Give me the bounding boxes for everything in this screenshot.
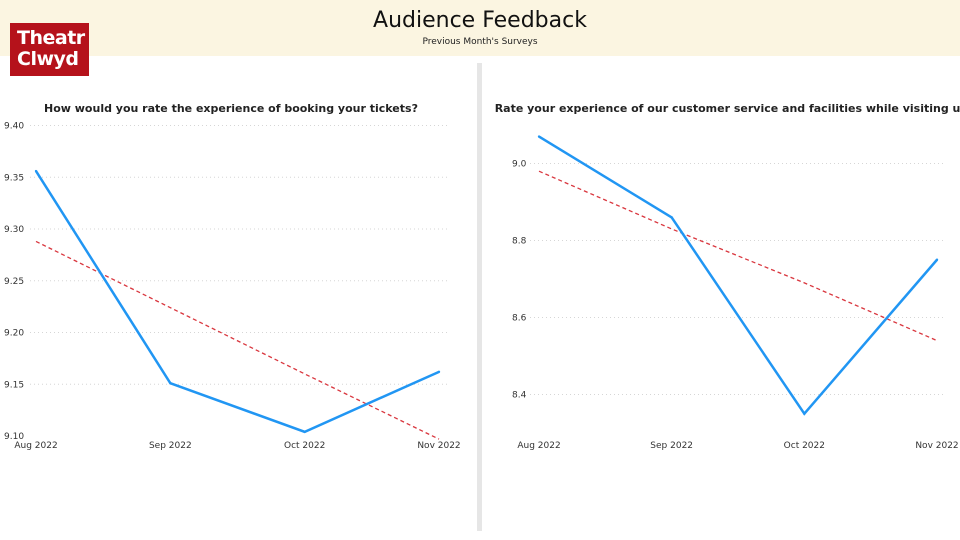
booking-rating-chart[interactable]: How would you rate the experience of boo… <box>0 60 477 480</box>
x-tick-label: Nov 2022 <box>915 441 958 451</box>
y-tick-label: 8.6 <box>512 314 527 324</box>
y-tick-label: 9.0 <box>512 160 527 170</box>
x-tick-label: Aug 2022 <box>517 441 560 451</box>
data-point <box>34 169 38 173</box>
x-tick-label: Sep 2022 <box>650 441 693 451</box>
x-tick-label: Nov 2022 <box>417 441 460 451</box>
theatr-clwyd-logo[interactable]: Theatr Clwyd <box>10 23 89 76</box>
data-point <box>537 135 541 138</box>
trend-line <box>538 170 938 342</box>
page-subtitle: Previous Month's Surveys <box>422 37 538 47</box>
y-tick-label: 9.40 <box>4 122 24 132</box>
series-line <box>34 170 440 434</box>
page-title: Audience Feedback <box>373 8 587 33</box>
panel-divider <box>477 63 482 531</box>
header-bar: Audience Feedback Previous Month's Surve… <box>0 0 960 56</box>
trend-line <box>35 240 440 440</box>
data-point <box>437 370 441 374</box>
data-point <box>670 216 673 219</box>
data-point <box>803 412 806 415</box>
y-tick-label: 9.25 <box>4 277 24 287</box>
y-tick-label: 8.8 <box>512 237 527 247</box>
service-rating-chart[interactable]: Rate your experience of our customer ser… <box>482 60 960 480</box>
x-tick-label: Oct 2022 <box>284 441 325 451</box>
y-tick-label: 9.10 <box>4 432 24 442</box>
data-point <box>169 382 172 385</box>
y-tick-label: 9.20 <box>4 329 24 339</box>
chart-title: How would you rate the experience of boo… <box>44 102 418 115</box>
logo-line-2: Clwyd <box>17 48 79 70</box>
x-tick-label: Oct 2022 <box>784 441 825 451</box>
logo-line-1: Theatr <box>17 27 85 49</box>
x-tick-label: Aug 2022 <box>14 441 57 451</box>
y-tick-label: 9.30 <box>4 225 24 235</box>
y-tick-label: 8.4 <box>512 391 527 401</box>
data-point <box>303 430 306 434</box>
chart-title: Rate your experience of our customer ser… <box>495 102 960 115</box>
series-line <box>538 135 938 416</box>
x-tick-label: Sep 2022 <box>149 441 192 451</box>
data-point <box>935 258 939 261</box>
y-tick-label: 9.35 <box>4 173 24 183</box>
y-tick-label: 9.15 <box>4 380 24 390</box>
